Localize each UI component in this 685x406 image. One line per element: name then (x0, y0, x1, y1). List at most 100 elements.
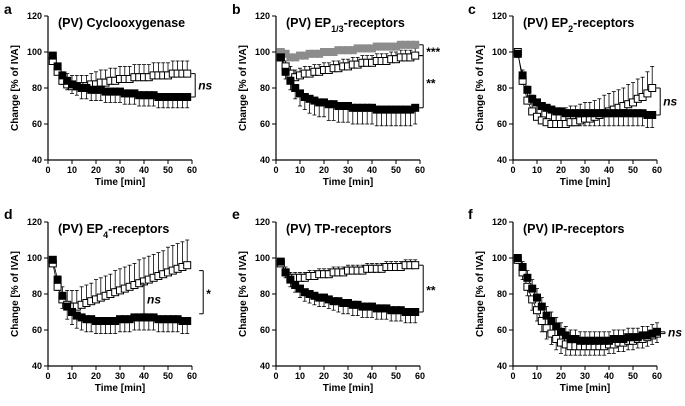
data-point (643, 89, 652, 98)
x-tick-label: 50 (163, 165, 173, 175)
x-tick-label: 40 (139, 165, 149, 175)
significance-label: ** (426, 284, 436, 298)
significance-label: ns (668, 326, 682, 340)
y-tick-label: 120 (492, 217, 507, 227)
panel-a: a 40 60 80 100 120 0 10 20 30 40 50 60 Time [min] Chan… (4, 1, 213, 188)
panel-letter: d (4, 206, 13, 222)
data-point (48, 51, 57, 60)
chart-title-suffix: -receptors (108, 222, 169, 236)
significance-bracket: ** (419, 55, 436, 109)
y-tick-label: 120 (255, 217, 270, 227)
panel-f: f 40 60 80 100 120 0 10 20 30 40 50 60 Time [min] Chan… (468, 206, 682, 394)
y-tick-label: 60 (497, 325, 507, 335)
x-tick-label: 0 (273, 371, 278, 381)
chart-title-main: (PV) EP (523, 16, 568, 30)
data-point (648, 84, 657, 92)
x-tick-label: 60 (187, 165, 197, 175)
data-point (58, 71, 67, 80)
x-tick-label: 10 (67, 165, 77, 175)
panel-letter: b (232, 1, 241, 17)
series-filled (276, 53, 420, 114)
data-point (183, 317, 192, 325)
data-point (63, 302, 72, 311)
series-filled (513, 254, 661, 345)
y-tick-label: 60 (497, 119, 507, 129)
series-open (276, 51, 420, 82)
y-tick-label: 40 (32, 155, 42, 165)
x-tick-label: 40 (139, 371, 149, 381)
data-point (411, 308, 420, 316)
series-open (276, 259, 420, 282)
data-point (653, 327, 661, 336)
x-tick-label: 20 (319, 371, 329, 381)
y-tick-label: 60 (32, 119, 42, 129)
y-tick-label: 40 (32, 361, 42, 371)
panel-b: b 40 60 80 100 120 0 10 20 30 40 50 60 Time [min] Chan… (232, 1, 441, 188)
data-point (547, 317, 556, 325)
x-axis-label: Time [min] (560, 383, 610, 394)
chart-title-subscript: 4 (103, 230, 108, 240)
y-tick-label: 100 (255, 47, 270, 57)
data-point (281, 268, 290, 277)
significance-bracket: *** (419, 44, 441, 59)
data-point (528, 284, 537, 293)
x-tick-label: 10 (532, 371, 542, 381)
x-tick-label: 40 (604, 165, 614, 175)
x-axis-label: Time [min] (323, 383, 373, 394)
series-filled (513, 49, 657, 119)
data-point (58, 291, 67, 300)
x-tick-label: 30 (580, 371, 590, 381)
data-point (286, 76, 295, 85)
data-point (537, 317, 546, 325)
y-axis-label: Change [% of IVA] (10, 251, 21, 337)
x-axis-label: Time [min] (95, 383, 145, 394)
x-tick-label: 0 (45, 371, 50, 381)
x-tick-label: 10 (295, 371, 305, 381)
chart-title-subscript: 1/3 (331, 24, 344, 34)
significance-bracket: ns (191, 73, 213, 98)
y-tick-label: 80 (497, 289, 507, 299)
y-axis-label: Change [% of IVA] (238, 45, 249, 131)
series-filled (48, 255, 192, 325)
data-point (542, 311, 551, 320)
data-point (276, 53, 285, 62)
significance-bracket: ns (140, 282, 161, 317)
x-tick-label: 20 (556, 165, 566, 175)
chart-title-main: (PV) TP-receptors (286, 222, 392, 236)
data-point (291, 84, 300, 92)
data-point (183, 93, 192, 101)
y-axis-label: Change [% of IVA] (475, 251, 486, 337)
data-point (528, 107, 537, 116)
x-tick-label: 60 (652, 371, 662, 381)
panel-letter: e (232, 206, 240, 222)
data-point (276, 257, 285, 266)
x-tick-label: 0 (45, 165, 50, 175)
data-point (518, 263, 527, 271)
panel-c: c 40 60 80 100 120 0 10 20 30 40 50 60 Time [min] Chan… (468, 1, 678, 188)
data-point (537, 302, 546, 311)
y-tick-label: 60 (32, 325, 42, 335)
x-axis-label: Time [min] (323, 177, 373, 188)
chart-title-main: (PV) EP (58, 222, 103, 236)
y-tick-label: 40 (497, 155, 507, 165)
x-tick-label: 0 (510, 165, 515, 175)
y-tick-label: 100 (255, 253, 270, 263)
y-tick-label: 60 (260, 325, 270, 335)
x-axis-label: Time [min] (560, 177, 610, 188)
chart-title-main: (PV) Cyclooxygenase (58, 16, 185, 30)
panel-letter: f (468, 206, 473, 222)
significance-label: *** (426, 45, 440, 59)
data-point (411, 261, 420, 270)
y-tick-label: 80 (497, 83, 507, 93)
panel-e: e 40 60 80 100 120 0 10 20 30 40 50 60 Time [min] Chan… (232, 206, 436, 394)
data-point (281, 67, 290, 76)
y-tick-label: 40 (260, 361, 270, 371)
y-tick-label: 60 (260, 119, 270, 129)
chart-title-suffix: -receptors (573, 16, 634, 30)
x-tick-label: 30 (580, 165, 590, 175)
significance-bracket: * (199, 270, 211, 315)
significance-label: ns (198, 78, 212, 92)
y-tick-label: 100 (492, 253, 507, 263)
x-tick-label: 60 (187, 371, 197, 381)
data-point (513, 254, 522, 262)
